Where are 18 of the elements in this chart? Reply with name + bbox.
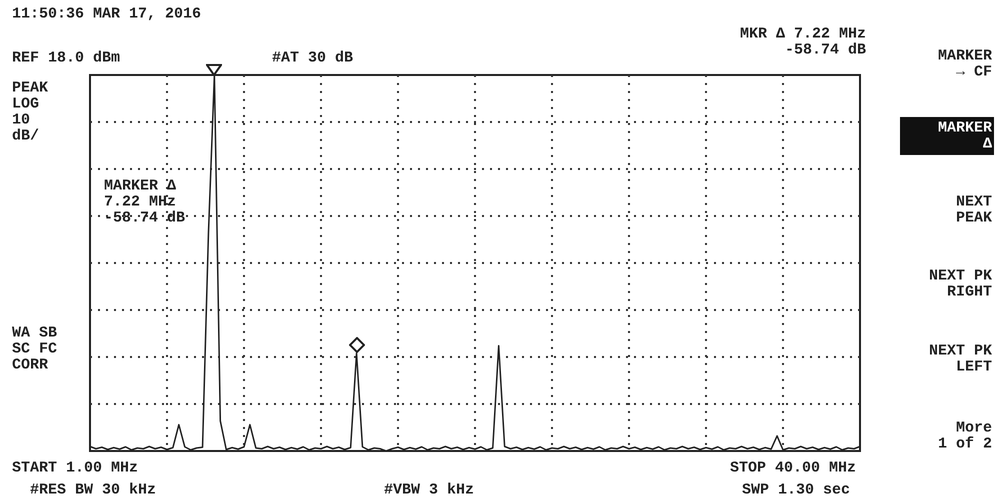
text: MKR Δ 7.22 MHz -58.74 dB [740, 26, 866, 58]
annotation: MARKER Δ 7.22 MHz -58.74 dB [104, 178, 186, 226]
text: More 1 of 2 [938, 420, 992, 452]
text: #VBW 3 kHz [384, 482, 474, 498]
text: NEXT PK LEFT [928, 342, 992, 376]
text: #RES BW 30 kHz [30, 482, 156, 498]
text: SWP 1.30 sec [742, 482, 850, 498]
text: #AT 30 dB [272, 50, 354, 66]
text: START 1.00 MHz [12, 460, 138, 476]
text: PEAK LOG 10 dB/ [12, 80, 48, 144]
text: NEXT PK RIGHT [928, 268, 992, 300]
text: REF 18.0 dBm [12, 50, 120, 66]
text: 11:50:36 MAR 17, 2016 [12, 6, 202, 22]
text: NEXT PEAK [956, 194, 992, 226]
text: MARKER Δ [938, 120, 992, 152]
text: MARKER → CF [938, 48, 992, 80]
text: WA SB SC FC CORR [12, 324, 58, 374]
text: STOP 40.00 MHz [730, 460, 856, 476]
